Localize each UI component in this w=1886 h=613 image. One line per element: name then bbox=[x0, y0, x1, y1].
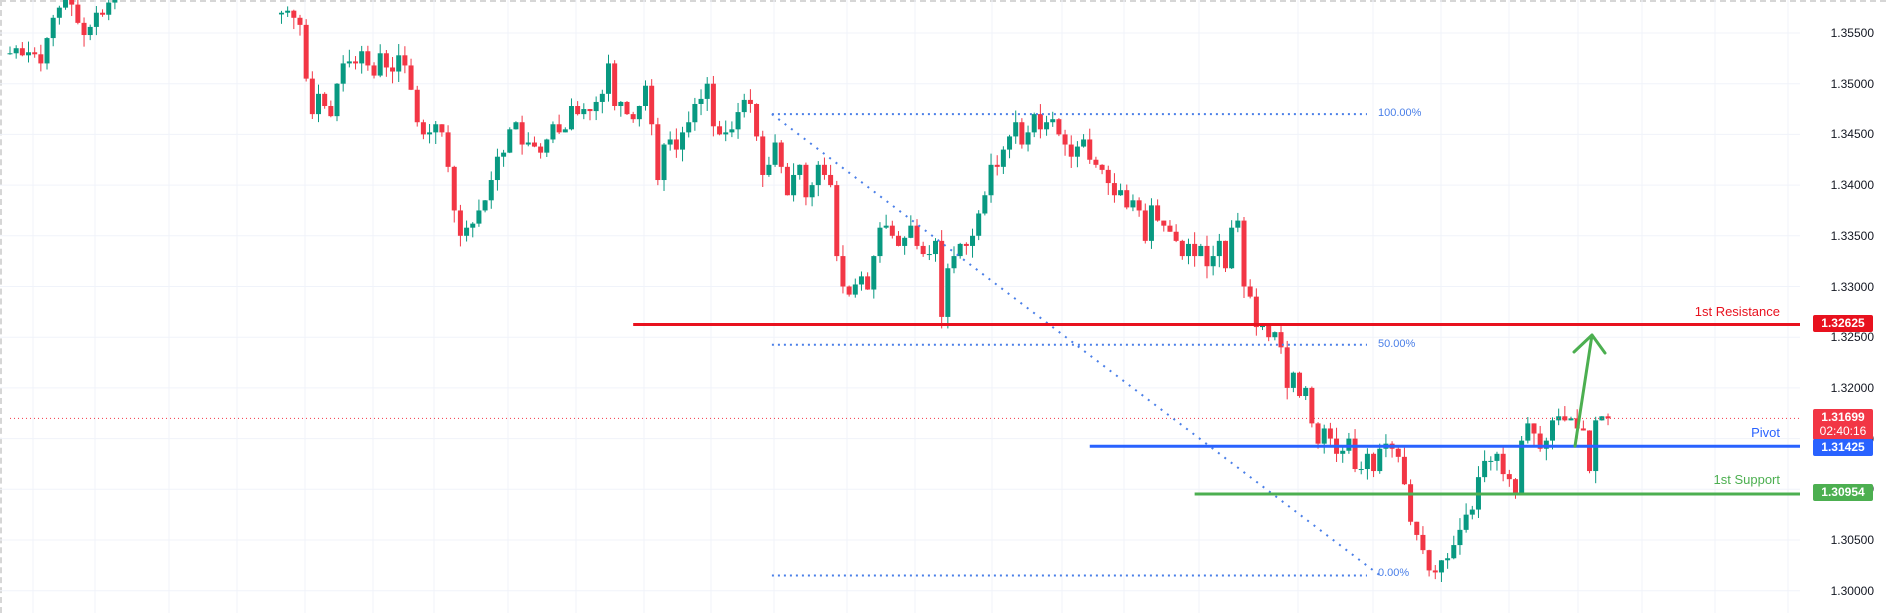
bar-countdown: 02:40:16 bbox=[1819, 424, 1867, 438]
price-axis-tick: 1.35500 bbox=[1830, 26, 1874, 40]
resistance-price-tag: 1.32625 bbox=[1813, 315, 1873, 332]
price-axis-tick: 1.30000 bbox=[1830, 583, 1874, 598]
current-price-value: 1.31699 bbox=[1821, 410, 1865, 424]
pivot-price-tag: 1.31425 bbox=[1813, 439, 1873, 456]
price-axis-tick: 1.32500 bbox=[1830, 330, 1874, 345]
price-axis-tick: 1.33000 bbox=[1830, 279, 1874, 294]
current-price-tag: 1.31699 02:40:16 bbox=[1813, 409, 1873, 440]
resistance-label: 1st Resistance bbox=[1694, 304, 1780, 319]
price-axis-tick: 1.32000 bbox=[1830, 380, 1874, 395]
price-axis-tick: 1.33500 bbox=[1830, 228, 1874, 243]
price-axis-tick: 1.30500 bbox=[1830, 533, 1874, 547]
price-axis-tick: 1.35000 bbox=[1830, 76, 1874, 91]
fib-0-label: 0.00% bbox=[1378, 567, 1410, 579]
fib-100-label: 100.00% bbox=[1378, 107, 1422, 119]
price-axis-tick: 1.34000 bbox=[1830, 178, 1874, 193]
support-label: 1st Support bbox=[1713, 472, 1781, 487]
pivot-label: Pivot bbox=[1751, 425, 1780, 440]
support-price-tag: 1.30954 bbox=[1813, 484, 1873, 501]
price-axis-tick: 1.34500 bbox=[1830, 127, 1874, 142]
fib-50-label: 50.00% bbox=[1378, 338, 1416, 350]
candlestick-plot[interactable] bbox=[0, 0, 1800, 613]
